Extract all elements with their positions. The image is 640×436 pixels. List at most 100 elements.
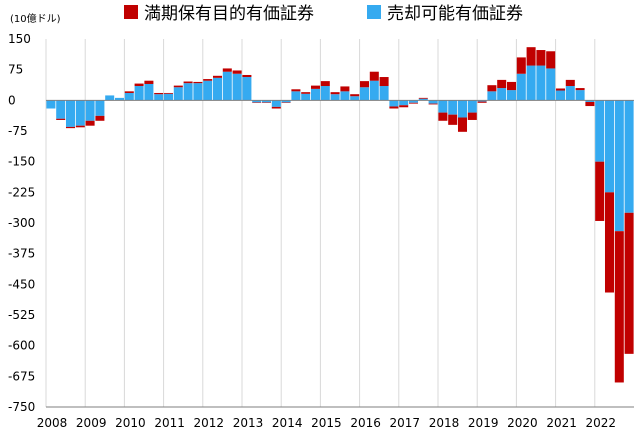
bar-segment-afs [95, 100, 105, 116]
bar-segment-htm [242, 74, 252, 78]
bar-segment-htm [369, 71, 379, 81]
y-tick-label: -300 [8, 216, 35, 230]
legend: 満期保有目的有価証券 売却可能有価証券 [124, 4, 523, 24]
bar-segment-htm [575, 88, 585, 91]
y-tick-label: 75 [8, 63, 23, 77]
bar-segment-afs [457, 100, 468, 118]
bar-segment-htm [526, 47, 536, 66]
bar-segment-afs [56, 100, 66, 119]
bar-segment-htm [252, 102, 262, 103]
bar-segment-afs [163, 93, 174, 101]
bar-segment-htm [193, 81, 203, 84]
bar-segment-afs [144, 83, 154, 101]
bar-segment-afs [271, 100, 281, 107]
y-tick-label: 0 [8, 93, 16, 107]
bar-segment-htm [408, 102, 419, 104]
bar-segment-afs [369, 80, 379, 101]
bar-segment-htm [359, 81, 370, 88]
bar-segment-htm [222, 68, 232, 72]
bar-segment-afs [330, 94, 340, 101]
x-tick-label: 2014 [272, 416, 303, 430]
bar-segment-htm [261, 102, 272, 103]
bar-segment-afs [614, 100, 624, 232]
bar-segment-htm [438, 112, 448, 121]
bar-segment-htm [291, 89, 301, 92]
bar-segment-afs [575, 90, 585, 101]
bar-segment-afs [604, 100, 615, 193]
bar-segment-htm [555, 88, 566, 91]
bar-segment-htm [467, 112, 477, 120]
x-tick-label: 2015 [311, 416, 342, 430]
bar-segment-afs [105, 95, 115, 101]
y-tick-label: -600 [8, 339, 35, 353]
x-tick-label: 2008 [37, 416, 68, 430]
bar-segment-afs [487, 91, 497, 101]
bar-segment-htm [546, 51, 556, 69]
bar-segment-htm [428, 103, 438, 105]
axis-layer: 150 75 0 -75 -150 -225 -300 -375 -450 -525 -600 -67… [8, 32, 634, 430]
bar-segment-htm [350, 94, 360, 97]
bar-segment-htm [340, 86, 350, 92]
legend-swatch-afs [367, 5, 381, 19]
bar-segment-afs [261, 100, 272, 103]
bar-segment-htm [212, 75, 223, 78]
bar-segment-htm [163, 92, 174, 94]
bar-segment-htm [75, 125, 85, 128]
bar-segment-afs [203, 80, 213, 101]
bar-segment-htm [320, 81, 330, 87]
x-tick-label: 2012 [194, 416, 225, 430]
bars-layer [46, 47, 634, 383]
bar-segment-afs [497, 88, 507, 101]
bar-segment-afs [565, 86, 575, 101]
bar-segment-afs [467, 100, 477, 113]
bar-segment-afs [222, 71, 232, 101]
bar-segment-afs [506, 90, 517, 101]
y-tick-label: -150 [8, 155, 35, 169]
bar-segment-afs [252, 100, 262, 103]
bar-segment-htm [85, 120, 95, 126]
x-tick-label: 2019 [468, 416, 499, 430]
bar-segment-afs [124, 92, 134, 101]
legend-swatch-htm [124, 5, 138, 19]
y-tick-label: -750 [8, 400, 35, 414]
bar-segment-afs [359, 87, 370, 101]
y-tick-label: -450 [8, 277, 35, 291]
bar-segment-htm [595, 161, 605, 221]
x-tick-label: 2009 [76, 416, 107, 430]
bar-segment-htm [56, 118, 66, 120]
bar-segment-htm [604, 192, 615, 293]
bar-segment-htm [487, 85, 497, 92]
bar-segment-htm [65, 126, 76, 129]
y-tick-label: 150 [8, 32, 31, 46]
bar-segment-afs [418, 98, 428, 101]
y-tick-label: -675 [8, 369, 35, 383]
bar-segment-htm [399, 105, 409, 108]
bar-segment-htm [506, 81, 517, 91]
bar-segment-afs [154, 94, 164, 101]
bar-segment-afs [46, 100, 56, 109]
bar-segment-afs [438, 100, 448, 113]
bar-segment-htm [154, 92, 164, 95]
bar-segment-afs [75, 100, 85, 126]
bar-segment-afs [379, 86, 389, 101]
bar-segment-htm [144, 80, 154, 84]
bar-segment-afs [301, 93, 311, 101]
bar-segment-afs [595, 100, 605, 162]
bar-segment-htm [124, 91, 134, 93]
bar-segment-afs [526, 65, 536, 101]
bar-segment-htm [497, 79, 507, 89]
bar-segment-afs [399, 100, 409, 106]
bar-segment-htm [536, 50, 546, 66]
bar-segment-htm [330, 92, 340, 95]
bar-segment-afs [516, 73, 526, 101]
bar-segment-htm [565, 79, 575, 87]
bar-segment-htm [448, 114, 458, 125]
bar-segment-htm [477, 101, 487, 103]
bar-segment-htm [232, 70, 242, 74]
bar-segment-afs [65, 100, 76, 127]
bar-segment-afs [173, 87, 183, 101]
bar-segment-afs [134, 86, 144, 101]
bar-segment-afs [536, 65, 546, 101]
x-tick-label: 2011 [154, 416, 185, 430]
y-tick-label: -375 [8, 247, 35, 261]
